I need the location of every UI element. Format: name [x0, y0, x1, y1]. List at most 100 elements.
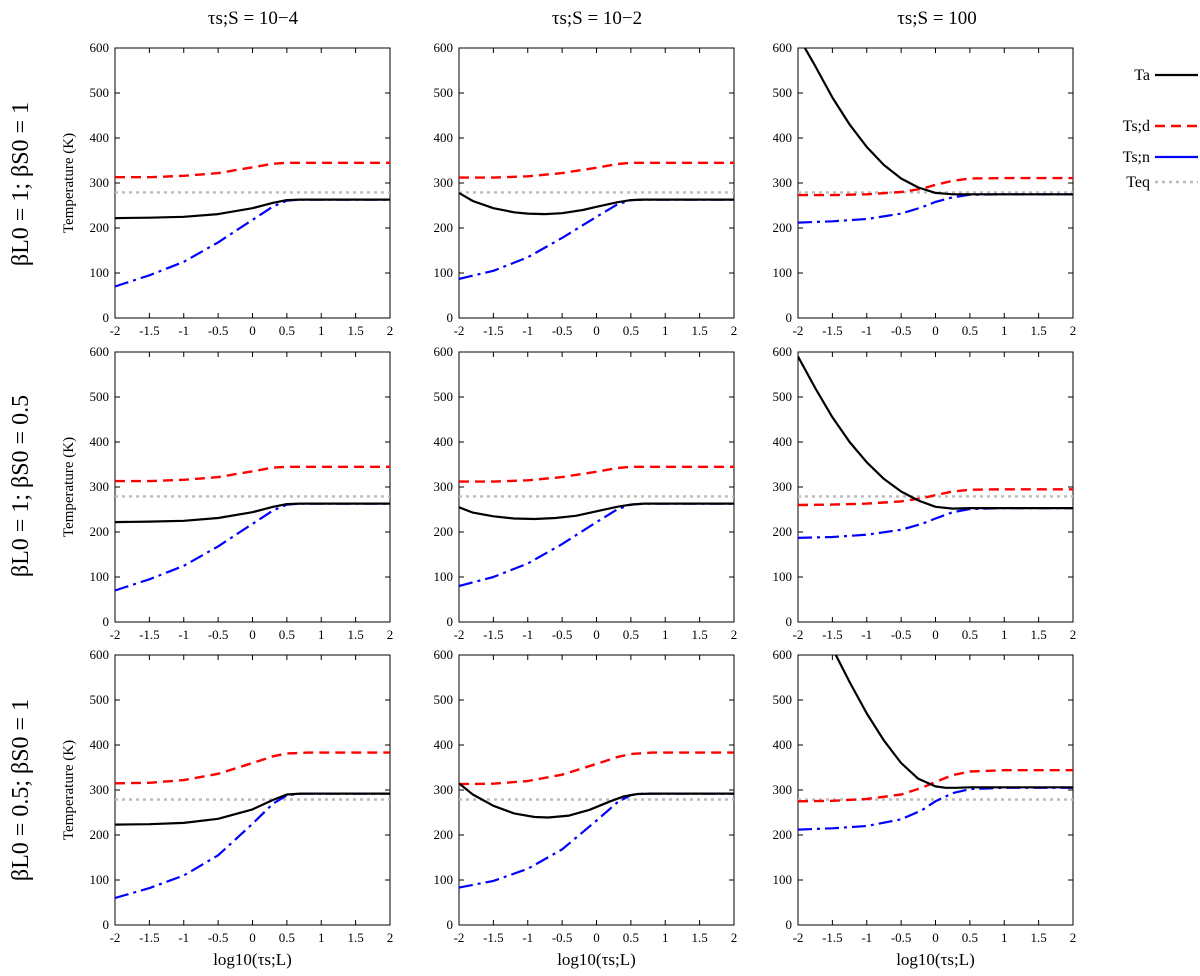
series-line-ts-n — [798, 507, 1073, 539]
x-tick-label: 0.5 — [623, 323, 639, 338]
x-tick-label: 1 — [662, 627, 669, 642]
legend-label-ta: Ta — [1134, 67, 1150, 84]
series-line-ts-d — [798, 488, 1073, 507]
x-tick-label: 1.5 — [1031, 930, 1047, 945]
y-tick-label: 400 — [90, 737, 110, 752]
y-tick-label: 200 — [90, 827, 110, 842]
x-tick-label: 1.5 — [348, 323, 364, 338]
plot-frame — [114, 654, 391, 926]
x-tick-label: -2 — [454, 627, 465, 642]
y-tick-label: 200 — [434, 220, 454, 235]
column-title-3: τs;S = 100 — [897, 8, 977, 29]
x-tick-label: -2 — [110, 930, 121, 945]
plot-frame — [114, 47, 391, 319]
y-tick-label: 500 — [773, 692, 793, 707]
x-tick-label: -1.5 — [139, 627, 160, 642]
x-tick-label: 1.5 — [692, 627, 708, 642]
x-tick-label: 2 — [387, 627, 394, 642]
panel-r2-c2: 0 100 200 300 400 500 600 -2 -1.5 -1 -0.5 0 0.5 1 1.5 2 — [434, 344, 738, 642]
x-tick-label: -0.5 — [208, 323, 229, 338]
y-tick-label: 200 — [434, 524, 454, 539]
x-tick-label: 0.5 — [279, 323, 295, 338]
row-label-1: βL0 = 1; βS0 = 1 — [8, 102, 34, 266]
x-tick-label: -0.5 — [891, 323, 912, 338]
x-tick-label: 1.5 — [1031, 323, 1047, 338]
series-line-ts-d — [115, 161, 390, 179]
legend: Ta Ts;d Ts;n Teq — [1123, 67, 1198, 191]
plot-frame — [458, 654, 735, 926]
y-tick-label: 200 — [773, 524, 793, 539]
y-tick-label: 500 — [90, 85, 110, 100]
y-axis-label: Temperature (K) — [61, 133, 77, 233]
legend-entry-teq: Teq — [1126, 174, 1198, 191]
x-tick-label: -1.5 — [822, 627, 843, 642]
legend-entry-tsd: Ts;d — [1123, 118, 1198, 135]
x-tick-label: -0.5 — [552, 627, 573, 642]
x-tick-label: 1 — [318, 930, 325, 945]
x-tick-label: -0.5 — [891, 627, 912, 642]
x-tick-label: 2 — [731, 627, 738, 642]
series-line-ts-n — [798, 193, 1073, 224]
y-axis-label: Temperature (K) — [61, 437, 77, 537]
series-line-ta — [834, 655, 1073, 789]
x-tick-label: 0 — [932, 323, 939, 338]
series-line-ta — [803, 48, 1073, 196]
x-tick-label: -1.5 — [139, 323, 160, 338]
y-tick-label: 400 — [773, 434, 793, 449]
x-tick-label: 0.5 — [623, 930, 639, 945]
series-line-ta — [459, 191, 734, 216]
y-tick-label: 500 — [773, 85, 793, 100]
legend-label-teq: Teq — [1126, 174, 1150, 191]
panel-r2-c1: 0 100 200 300 400 500 600 -2 -1.5 -1 -0.5 0 0.5 1 1.5 2… — [61, 344, 393, 642]
series-line-ts-d — [459, 465, 734, 483]
series-line-ta — [115, 198, 390, 220]
y-tick-label: 400 — [773, 130, 793, 145]
x-tick-label: -1.5 — [822, 323, 843, 338]
y-tick-label: 0 — [786, 917, 793, 932]
x-tick-label: 0.5 — [623, 627, 639, 642]
x-tick-label: 1 — [318, 627, 325, 642]
x-tick-label: 0 — [593, 930, 600, 945]
y-tick-label: 200 — [434, 827, 454, 842]
y-axis-label: Temperature (K) — [61, 740, 77, 840]
y-tick-label: 600 — [90, 344, 110, 359]
y-tick-label: 100 — [434, 872, 454, 887]
legend-label-tsd: Ts;d — [1123, 118, 1150, 135]
y-tick-label: 600 — [773, 344, 793, 359]
y-tick-label: 100 — [773, 872, 793, 887]
y-tick-label: 200 — [773, 827, 793, 842]
x-tick-label: 0.5 — [962, 627, 978, 642]
plot-frame — [458, 47, 735, 319]
y-tick-label: 300 — [90, 782, 110, 797]
x-tick-label: 0.5 — [962, 323, 978, 338]
y-tick-label: 600 — [434, 647, 454, 662]
x-tick-label: -1 — [861, 323, 872, 338]
x-tick-label: 1 — [1001, 323, 1008, 338]
series-line-ts-d — [459, 751, 734, 786]
x-tick-label: 1 — [662, 323, 669, 338]
x-tick-label: 0.5 — [279, 930, 295, 945]
x-tick-label: 0 — [593, 627, 600, 642]
x-tick-label: 1.5 — [348, 930, 364, 945]
series-line-ts-n — [115, 198, 390, 288]
series-line-ta — [459, 782, 734, 819]
x-tick-label: 0 — [249, 930, 256, 945]
series-line-ts-d — [115, 465, 390, 483]
x-tick-label: -1.5 — [483, 627, 504, 642]
plot-frame — [797, 47, 1074, 319]
series-line-ta — [115, 502, 390, 524]
x-tick-label: 0 — [932, 930, 939, 945]
y-tick-label: 100 — [90, 265, 110, 280]
x-tick-label: 0.5 — [279, 627, 295, 642]
y-tick-label: 500 — [773, 389, 793, 404]
x-tick-label: -1 — [522, 627, 533, 642]
y-tick-label: 100 — [90, 569, 110, 584]
x-tick-label: -2 — [110, 323, 121, 338]
y-tick-label: 100 — [434, 265, 454, 280]
x-tick-label: 1.5 — [692, 323, 708, 338]
x-axis-label: log10(τs;L) — [557, 950, 636, 969]
x-tick-label: 1.5 — [1031, 627, 1047, 642]
y-tick-label: 0 — [786, 310, 793, 325]
